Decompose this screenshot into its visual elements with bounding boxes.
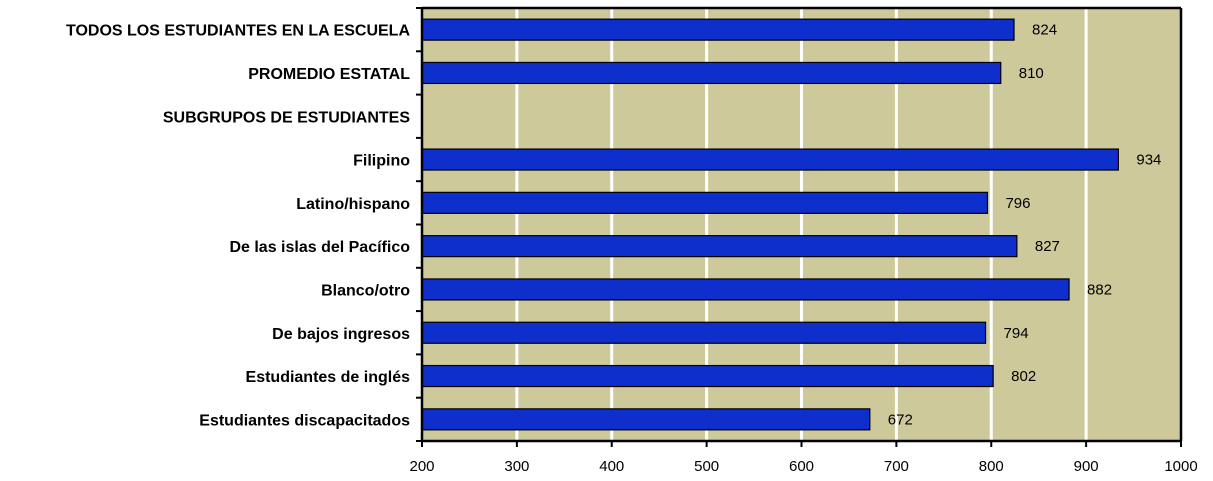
value-label: 824 [1032,22,1057,39]
category-label: Latino/hispano [296,196,410,213]
bar [421,235,1018,258]
category-label: TODOS LOS ESTUDIANTES EN LA ESCUELA [66,23,410,40]
bars [421,18,1119,431]
x-tick-label: 900 [1074,458,1099,475]
bar [421,364,994,388]
bar [421,18,1015,41]
bar [421,408,871,431]
category-label: Estudiantes discapacitados [199,412,410,429]
x-tick-labels: 200 300 400 500 600 700 800 900 1000 [409,458,1197,475]
x-tick-label: 1000 [1164,458,1197,475]
x-tick-label: 600 [789,458,814,475]
category-label: De bajos ingresos [272,326,410,343]
value-label: 810 [1019,65,1044,82]
value-label: 796 [1005,195,1030,212]
bar [421,278,1070,301]
value-label: 794 [1004,325,1029,342]
value-label: 672 [888,411,913,428]
category-label: SUBGRUPOS DE ESTUDIANTES [163,109,410,126]
bar [421,321,987,344]
value-label: 827 [1035,238,1060,255]
axes [416,6,1183,447]
category-label: Blanco/otro [321,282,410,299]
bar [421,148,1119,171]
x-tick-label: 800 [979,458,1004,475]
category-label: Filipino [353,153,410,170]
category-label: De las islas del Pacífico [229,239,410,256]
value-label: 882 [1087,281,1112,298]
x-tick-label: 400 [599,458,624,475]
category-labels: TODOS LOS ESTUDIANTES EN LA ESCUELA PROME… [66,23,410,430]
bar [421,61,1002,85]
value-label: 934 [1136,152,1161,169]
category-label: PROMEDIO ESTATAL [248,66,410,83]
value-labels: 824 810 934 796 827 882 794 802 672 [888,22,1162,429]
x-tick-label: 200 [409,458,434,475]
x-tick-label: 500 [694,458,719,475]
category-label: Estudiantes de inglés [246,369,411,386]
value-label: 802 [1011,368,1036,385]
x-tick-label: 300 [504,458,529,475]
x-tick-label: 700 [884,458,909,475]
bar [421,191,989,214]
